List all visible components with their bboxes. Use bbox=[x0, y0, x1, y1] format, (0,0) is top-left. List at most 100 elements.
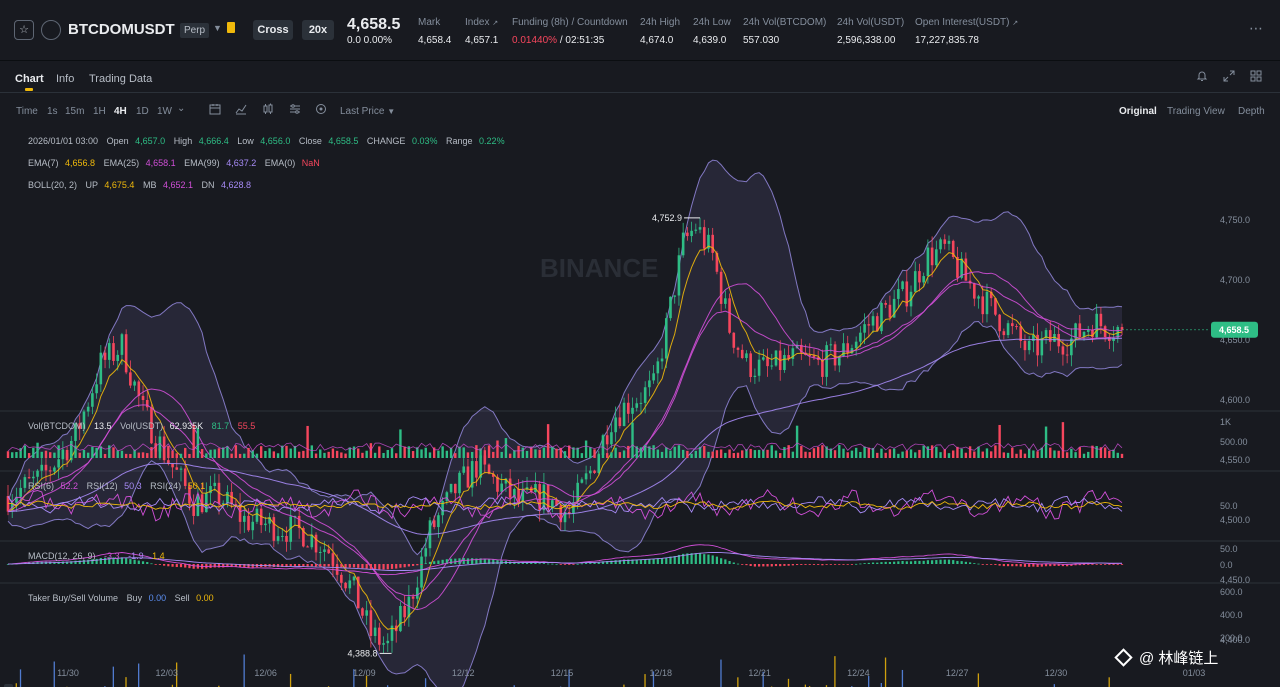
alert-bell-icon[interactable] bbox=[1195, 70, 1209, 84]
timeframe-1d[interactable]: 1D bbox=[136, 106, 149, 117]
calendar-icon[interactable] bbox=[208, 103, 221, 116]
candle-body bbox=[513, 488, 516, 498]
candle bbox=[1023, 334, 1027, 361]
price-type-select[interactable]: Last Price ▼ bbox=[340, 106, 395, 117]
candle bbox=[669, 296, 672, 321]
macd-histogram-bar bbox=[382, 564, 385, 570]
volume-bar bbox=[120, 450, 124, 458]
candle bbox=[681, 222, 685, 258]
timeframe-15m[interactable]: 15m bbox=[65, 106, 85, 117]
volume-bar bbox=[74, 445, 77, 458]
volume-bar bbox=[154, 446, 157, 458]
boll-label: BOLL(20, 2) bbox=[28, 180, 77, 190]
stat-mark-value: 4,658.4 bbox=[418, 35, 452, 46]
candle-body bbox=[681, 232, 685, 256]
funding-rate: 0.01440% bbox=[512, 35, 558, 46]
volume-bar bbox=[310, 445, 314, 458]
favorite-star-icon[interactable]: ☆ bbox=[14, 20, 34, 40]
macd-histogram-bar bbox=[496, 560, 499, 564]
candle bbox=[133, 379, 136, 392]
chart-scroll-handle[interactable]: › bbox=[4, 684, 13, 687]
tab-info[interactable]: Info bbox=[56, 73, 75, 85]
crosshair-icon[interactable] bbox=[314, 103, 327, 116]
macd-histogram-bar bbox=[1120, 564, 1124, 565]
volume-bar bbox=[234, 445, 238, 458]
candle-body bbox=[453, 483, 457, 494]
view-trading-view[interactable]: Trading View bbox=[1167, 106, 1225, 117]
volume-bar bbox=[407, 446, 411, 458]
taker-volume-bar bbox=[175, 662, 178, 687]
macd-histogram-bar bbox=[758, 564, 761, 567]
chevron-down-icon[interactable]: ▼ bbox=[213, 23, 222, 33]
candle-body bbox=[605, 435, 609, 445]
candle bbox=[867, 314, 871, 338]
candle-type-icon[interactable] bbox=[261, 103, 274, 116]
volume-bar bbox=[1044, 426, 1048, 458]
timeframe-1s[interactable]: 1s bbox=[47, 106, 58, 117]
contract-badge[interactable]: Perp bbox=[180, 23, 210, 38]
candle-body bbox=[567, 512, 571, 514]
candle-body bbox=[209, 486, 212, 494]
stat-oi-label[interactable]: Open Interest(USDT) ↗ bbox=[915, 17, 1018, 28]
margin-mode-button[interactable]: Cross bbox=[253, 20, 293, 40]
bookmark-icon[interactable] bbox=[227, 22, 235, 33]
view-depth[interactable]: Depth bbox=[1238, 106, 1265, 117]
timeframe-4h[interactable]: 4H bbox=[114, 106, 127, 117]
price-chart[interactable]: BINANCE 4,750.0 4,700.0 4,650.0 4,600.0 4,55… bbox=[0, 126, 1280, 687]
macd-histogram-bar bbox=[542, 563, 546, 564]
volume-bar bbox=[1027, 448, 1031, 458]
tab-trading-data[interactable]: Trading Data bbox=[89, 73, 153, 85]
candle-body bbox=[1006, 323, 1010, 336]
stat-index-label[interactable]: Index ↗ bbox=[465, 17, 498, 28]
macd-histogram-bar bbox=[985, 564, 989, 565]
more-icon[interactable]: ⋯ bbox=[1249, 20, 1264, 36]
volume-bar bbox=[411, 451, 415, 458]
volume-bar bbox=[99, 446, 103, 458]
macd-histogram-bar bbox=[677, 554, 681, 564]
chevron-down-icon: ▼ bbox=[387, 107, 396, 116]
layout-grid-icon[interactable] bbox=[1249, 70, 1263, 84]
candle-body bbox=[964, 258, 968, 281]
volume-bar bbox=[922, 445, 925, 458]
candle bbox=[951, 239, 955, 260]
volume-bar bbox=[15, 452, 18, 458]
taker-volume-bar bbox=[15, 683, 17, 687]
volume-bar bbox=[584, 440, 588, 458]
candle bbox=[213, 473, 217, 492]
indicator-icon[interactable] bbox=[234, 103, 247, 116]
volume-bar bbox=[1112, 449, 1115, 458]
volume-bar bbox=[1065, 452, 1069, 458]
volume-bar bbox=[247, 447, 250, 458]
candle-body bbox=[491, 473, 495, 477]
taker-volume-bar bbox=[218, 685, 220, 687]
volume-bar bbox=[989, 451, 993, 458]
timeframe-dropdown-icon[interactable]: ⌄ bbox=[177, 103, 186, 114]
macd-histogram-bar bbox=[711, 555, 714, 564]
volume-bar bbox=[681, 449, 685, 458]
leverage-button[interactable]: 20x bbox=[302, 20, 334, 40]
macd-histogram-bar bbox=[70, 561, 73, 564]
expand-icon[interactable] bbox=[1222, 70, 1236, 84]
candle bbox=[875, 312, 879, 332]
macd-histogram-bar bbox=[703, 554, 706, 564]
timeframe-1h[interactable]: 1H bbox=[93, 106, 106, 117]
boll-dn-label: DN bbox=[202, 180, 215, 190]
settings-sliders-icon[interactable] bbox=[288, 103, 301, 116]
volume-bar bbox=[673, 446, 676, 458]
macd-histogram-bar bbox=[449, 558, 453, 564]
candle bbox=[677, 247, 681, 306]
candle bbox=[251, 515, 255, 540]
tab-chart[interactable]: Chart bbox=[15, 73, 44, 85]
candle-body bbox=[905, 281, 909, 307]
macd-histogram-bar bbox=[905, 561, 908, 564]
candle-body bbox=[1053, 334, 1056, 342]
timeframe-1w[interactable]: 1W bbox=[157, 106, 172, 117]
volume-bar bbox=[196, 427, 200, 458]
candle-body bbox=[977, 296, 980, 299]
time-tick-label: 12/03 bbox=[156, 668, 179, 678]
symbol-name[interactable]: BTCDOMUSDT bbox=[68, 21, 175, 38]
view-original[interactable]: Original bbox=[1119, 106, 1157, 117]
boll-up-value: 4,675.4 bbox=[104, 180, 134, 190]
time-tick-label: 12/06 bbox=[254, 668, 277, 678]
macd-histogram-bar bbox=[534, 562, 537, 564]
